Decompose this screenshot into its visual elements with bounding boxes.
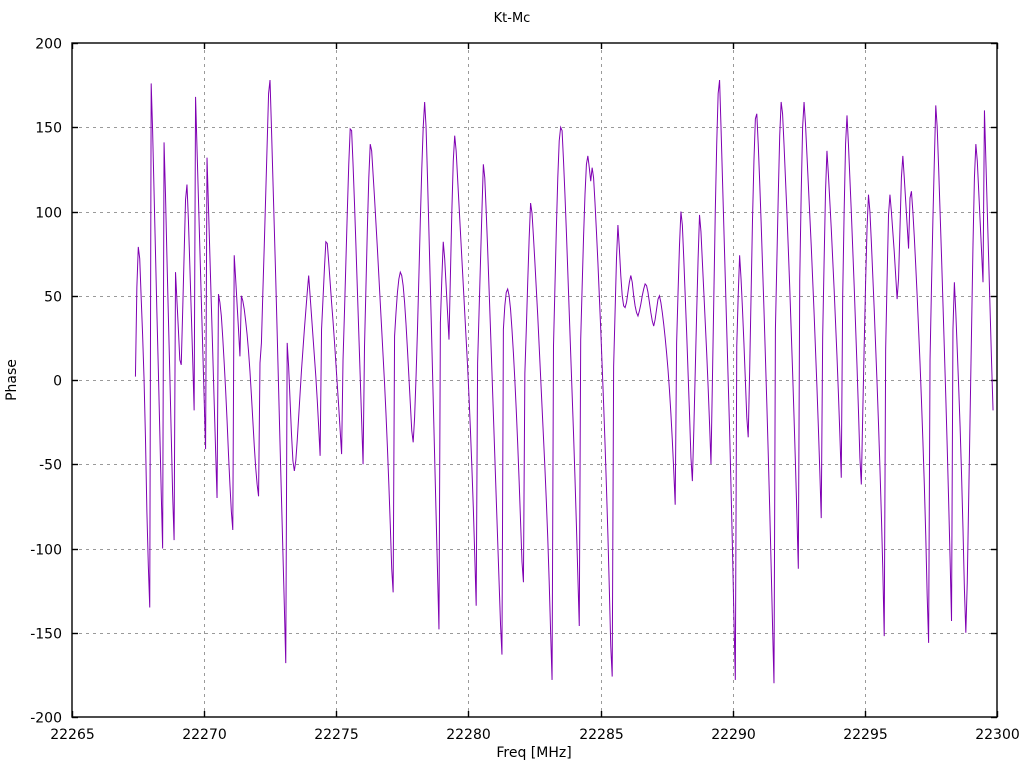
y-tick-label: 150 (35, 121, 62, 137)
phase-series-line (134, 80, 994, 684)
plot-frame (71, 42, 998, 718)
y-tick-label: 0 (53, 374, 62, 390)
data-series-group (134, 80, 994, 684)
y-tick-label: -200 (30, 711, 62, 727)
x-tick-label: 22270 (182, 727, 227, 743)
y-tick-label: -150 (30, 627, 62, 643)
x-axis-label: Freq [MHz] (496, 745, 571, 761)
x-tick-label: 22280 (446, 727, 491, 743)
y-tick-label: 200 (35, 37, 62, 53)
y-tick-label: -100 (30, 543, 62, 559)
x-tick-label: 22285 (579, 727, 624, 743)
x-tick-label: 22265 (50, 727, 95, 743)
x-tick-label: 22275 (314, 727, 359, 743)
x-tick-label: 22295 (843, 727, 888, 743)
y-tick-label: -50 (39, 458, 62, 474)
x-tick-label: 22300 (975, 727, 1020, 743)
gridlines (72, 43, 997, 717)
chart-title: Kt-Mc (494, 11, 531, 26)
x-tick-label: 22290 (711, 727, 756, 743)
x-axis-tick-labels: 22265 22270 22275 22280 22285 22290 22295 22300 (50, 727, 1020, 743)
y-axis-tick-labels: -200 -150 -100 -50 0 50 100 150 200 (30, 37, 62, 727)
y-axis-label: Phase (4, 359, 20, 401)
y-tick-label: 100 (35, 206, 62, 222)
y-tick-label: 50 (44, 290, 62, 306)
